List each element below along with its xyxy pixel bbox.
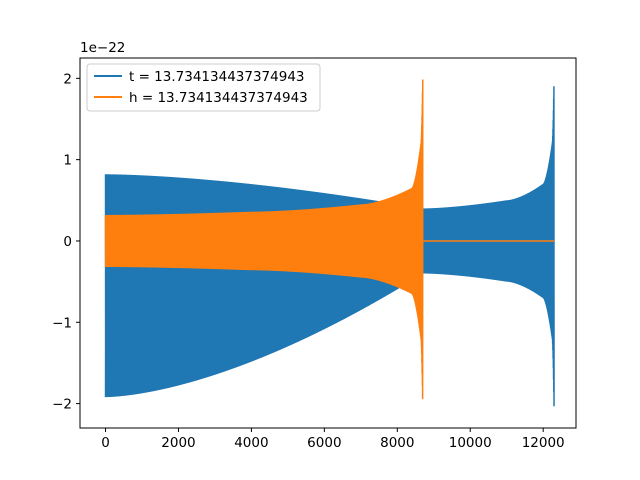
x-axis: 0 2000 4000 6000 8000 10000 12000 xyxy=(101,428,565,451)
plot-area-frame xyxy=(79,57,577,429)
y-tick-label: 2 xyxy=(63,71,72,87)
x-tick-label: 0 xyxy=(101,435,110,451)
y-tick-label: −2 xyxy=(52,397,72,413)
x-tick-label: 10000 xyxy=(449,435,492,451)
x-tick-label: 6000 xyxy=(307,435,341,451)
series-layer xyxy=(104,79,555,407)
legend-box xyxy=(86,63,321,112)
x-tick-label: 8000 xyxy=(380,435,414,451)
y-tick-label: 1 xyxy=(63,153,72,169)
y-axis: 2 1 0 −1 −2 xyxy=(52,71,80,413)
legend-label-t: t = 13.734134437374943 xyxy=(129,69,305,85)
x-tick-label: 4000 xyxy=(234,435,268,451)
legend: t = 13.734134437374943 h = 13.7341344373… xyxy=(86,63,321,112)
y-tick-label: 0 xyxy=(63,234,72,250)
y-offset-label: 1e−22 xyxy=(80,40,125,56)
series-line-h xyxy=(104,79,424,400)
x-tick-label: 2000 xyxy=(161,435,195,451)
legend-label-h: h = 13.734134437374943 xyxy=(129,90,308,106)
y-tick-label: −1 xyxy=(52,315,72,331)
x-tick-label: 12000 xyxy=(522,435,565,451)
